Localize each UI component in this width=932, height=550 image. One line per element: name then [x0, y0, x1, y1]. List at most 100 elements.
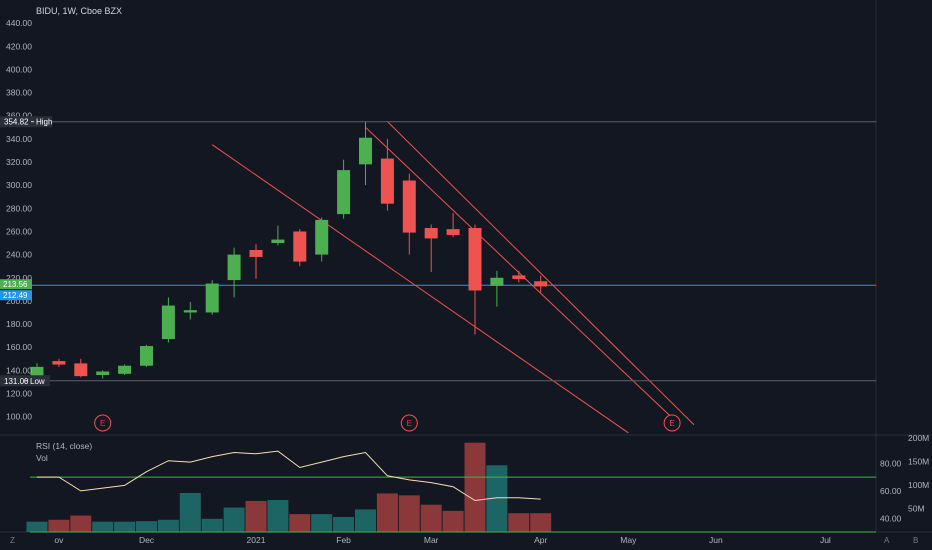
volume-bar [420, 504, 442, 532]
rsi-line [37, 450, 541, 502]
candle[interactable] [183, 302, 197, 320]
candle-body [161, 305, 175, 340]
candle[interactable] [424, 224, 438, 272]
axis-layer[interactable]: 100.00 120.00 140.00 160.00 180.00 200.00 220.… [6, 18, 929, 545]
low-tag-value: 131.00 [4, 377, 29, 386]
time-tick-label: Jun [709, 535, 723, 545]
price-tick-label: 360.00 [6, 111, 32, 121]
candle[interactable] [74, 358, 88, 378]
candle-body [271, 239, 285, 244]
candle[interactable] [118, 364, 132, 375]
volume-bar [311, 514, 333, 532]
candle-body [30, 366, 44, 378]
time-tick-label: Dec [139, 535, 155, 545]
candle-body [490, 277, 504, 286]
last-price-tag: 213.56 [0, 279, 32, 290]
candle[interactable] [402, 173, 416, 255]
candle[interactable] [512, 270, 526, 283]
candle[interactable] [359, 121, 372, 186]
candle-body [315, 219, 329, 255]
candle[interactable] [337, 159, 351, 219]
price-tick-label: 280.00 [6, 203, 32, 213]
volume-bar [376, 493, 398, 532]
low-tag-label: Low [30, 377, 45, 386]
price-tick-label: 100.00 [6, 412, 32, 422]
candle[interactable] [315, 217, 329, 262]
earnings-marker-label: E [100, 419, 105, 428]
candle[interactable] [161, 297, 175, 343]
rsi-indicator-label[interactable]: RSI (14, close) [36, 441, 92, 451]
volume-bar [355, 509, 376, 532]
volume-bar [92, 521, 114, 532]
candle-body [96, 371, 110, 375]
zoom-toggle-icon[interactable]: Z [10, 536, 15, 545]
volume-tick-label: 100M [908, 480, 929, 490]
candle[interactable] [490, 270, 504, 307]
volume-bar [201, 518, 223, 532]
candle[interactable] [293, 229, 307, 267]
candle-body [468, 227, 482, 291]
price-tick-label: 320.00 [6, 157, 32, 167]
time-tick-label: Apr [534, 535, 547, 545]
rsi-tick-label: 80.00 [880, 458, 902, 468]
earnings-marker-circle [400, 414, 418, 432]
candle-layer[interactable] [30, 121, 548, 381]
high-tag-value: 354.82 [4, 118, 29, 127]
trendline [387, 121, 695, 426]
last-price-value: 213.56 [3, 280, 28, 289]
candle[interactable] [205, 280, 219, 315]
volume-indicator-label[interactable]: Vol [36, 453, 48, 463]
time-tick-label: Feb [336, 535, 351, 545]
candle-body [512, 275, 526, 279]
candle-body [380, 158, 394, 204]
price-scale-toggle-icon[interactable]: B [913, 536, 918, 545]
candle[interactable] [249, 244, 263, 279]
candle-body [337, 170, 351, 215]
candle[interactable] [468, 224, 482, 335]
earnings-marker[interactable]: E [400, 414, 418, 432]
volume-bar [26, 521, 48, 532]
earnings-marker-label: E [407, 419, 412, 428]
candle-body [359, 137, 372, 165]
price-tick-label: 200.00 [6, 296, 32, 306]
candle[interactable] [96, 370, 110, 379]
trendline [211, 144, 629, 434]
candle[interactable] [52, 358, 66, 367]
candle-body [140, 346, 153, 366]
volume-bar [48, 519, 70, 532]
candle[interactable] [534, 275, 548, 293]
price-tick-label: 380.00 [6, 88, 32, 98]
volume-bar [70, 515, 92, 532]
candle-body [402, 180, 416, 233]
candle-body [205, 283, 219, 313]
volume-layer [26, 442, 552, 532]
chart-title: BIDU, 1W, Cboe BZX [36, 6, 122, 16]
earnings-marker-label: E [669, 419, 674, 428]
volume-tick-label: 150M [908, 457, 929, 467]
earnings-marker[interactable]: E [663, 414, 681, 432]
candle[interactable] [446, 212, 460, 238]
horizontal-line-layer[interactable] [30, 121, 876, 382]
candle-body [293, 231, 307, 262]
time-tick-label: 2021 [247, 535, 266, 545]
candle-body [249, 249, 263, 257]
candle[interactable] [140, 344, 153, 367]
volume-bar [114, 521, 136, 532]
time-tick-label: Jul [820, 535, 831, 545]
candle[interactable] [271, 225, 285, 246]
time-tick-label: ov [54, 535, 64, 545]
candle-body [446, 229, 460, 235]
price-tick-label: 340.00 [6, 134, 32, 144]
volume-bar [245, 500, 267, 532]
low-price-tag: 131.00 Low [0, 375, 50, 387]
candle[interactable] [227, 247, 241, 298]
price-tick-label: 140.00 [6, 365, 32, 375]
rsi-layer [30, 450, 876, 533]
candle[interactable] [380, 138, 394, 211]
price-tick-label: 260.00 [6, 226, 32, 236]
volume-bar [442, 510, 464, 532]
earnings-marker[interactable]: E [94, 414, 112, 432]
auto-scale-toggle-icon[interactable]: A [884, 536, 890, 545]
